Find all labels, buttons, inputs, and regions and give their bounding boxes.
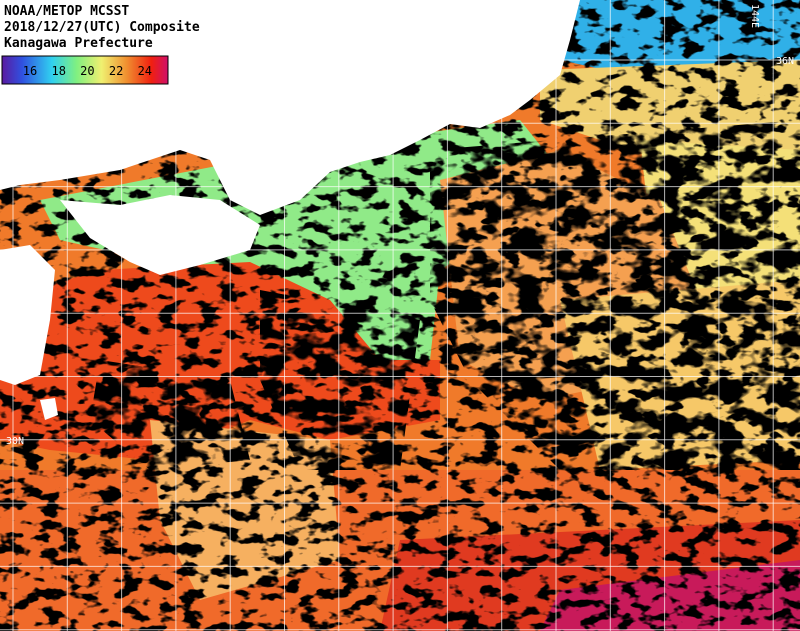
lat-label: 36N xyxy=(776,56,794,67)
header-line: 2018/12/27(UTC) Composite xyxy=(4,20,200,35)
lon-label: 136E xyxy=(315,4,326,28)
colorbar-tick-label: 22 xyxy=(109,64,123,78)
colorbar-tick-label: 20 xyxy=(80,64,94,78)
header-line: Kanagawa Prefecture xyxy=(4,36,153,51)
colorbar-ticks: 16 18 20 22 24 xyxy=(23,64,152,78)
land xyxy=(0,0,580,420)
colorbar-tick-label: 18 xyxy=(51,64,65,78)
lon-label: 144E xyxy=(749,4,760,28)
colorbar-tick-label: 24 xyxy=(138,64,152,78)
header-box xyxy=(0,0,210,52)
header-line: NOAA/METOP MCSST xyxy=(4,4,129,19)
colorbar-tick-label: 16 xyxy=(23,64,37,78)
colorbar xyxy=(1,55,169,85)
lat-label: 30N xyxy=(6,436,24,447)
